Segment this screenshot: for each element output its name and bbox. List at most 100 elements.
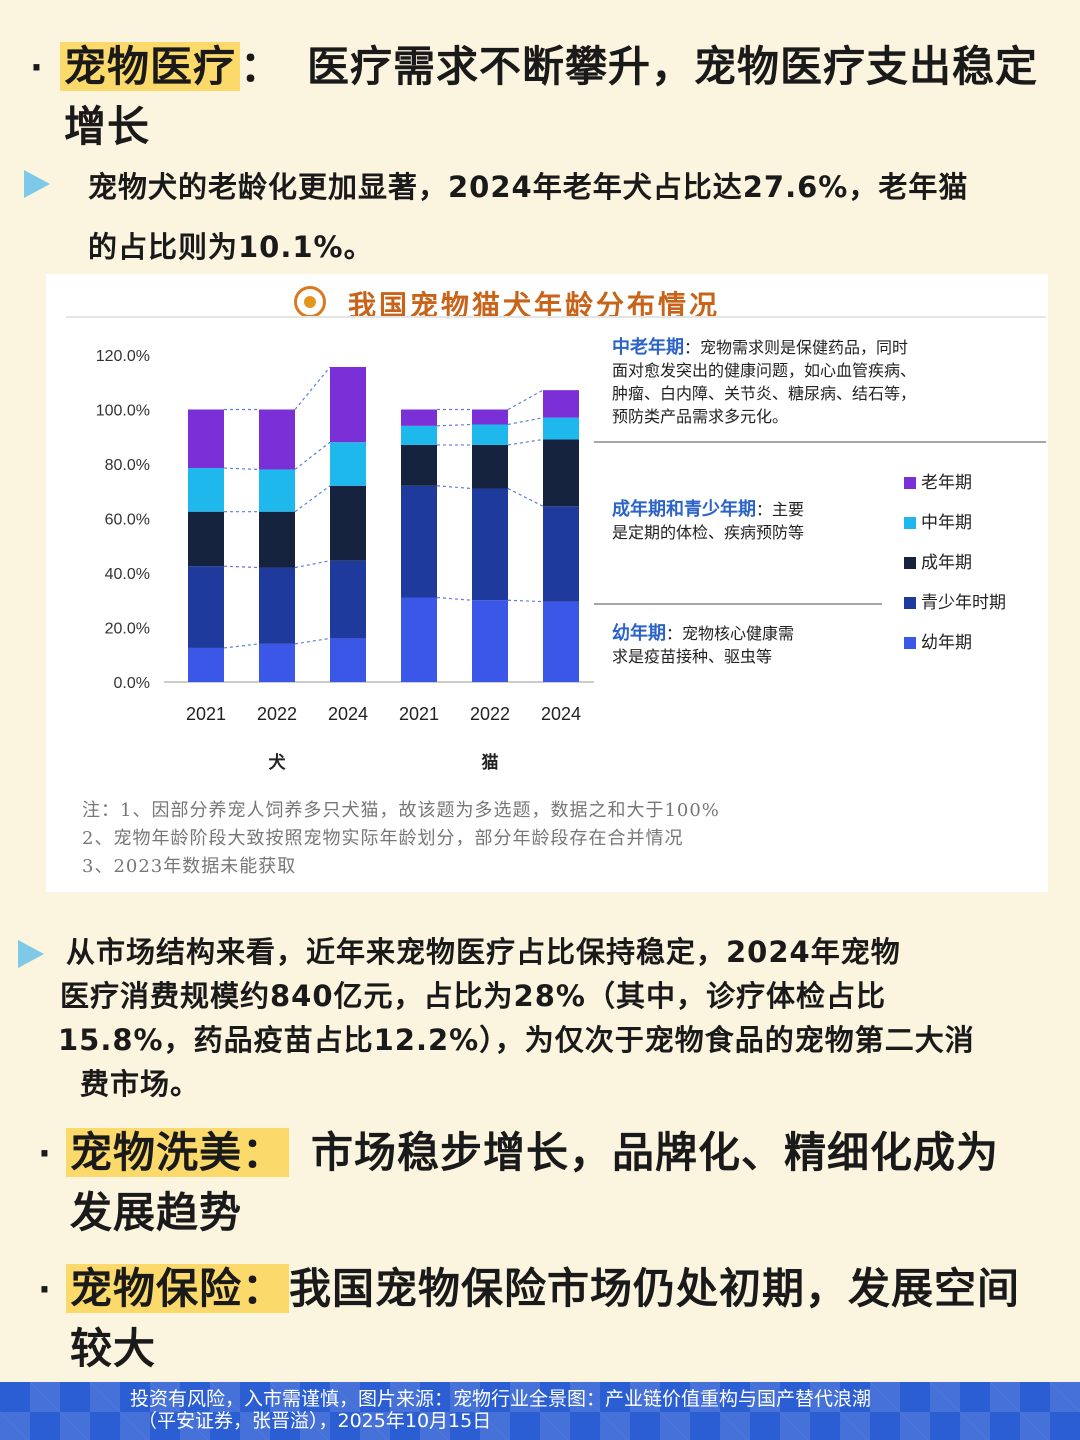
x-tick-label: 2024 <box>328 704 368 724</box>
annotation-young: 幼年期：宠物核心健康需 求是疫苗接种、驱虫等 <box>612 623 795 666</box>
bar-segment <box>543 506 579 602</box>
legend-label: 老年期 <box>921 473 972 493</box>
bar-segment <box>472 444 508 489</box>
legend-item: 幼年期 <box>904 628 972 653</box>
y-tick-label: 120.0% <box>96 348 150 365</box>
connector-line <box>223 467 260 471</box>
connector-line <box>294 560 331 569</box>
x-tick-label: 2022 <box>257 704 297 724</box>
bar-segment <box>259 469 295 512</box>
bar-segment <box>330 485 366 561</box>
section-title-line2: 增长 <box>64 102 151 151</box>
paragraph-market-line2: 医疗消费规模约840亿元，占比为28%（其中，诊疗体检占比 <box>60 979 886 1013</box>
bar-segment <box>401 425 437 445</box>
connector-line <box>294 441 331 470</box>
bar-segment <box>401 597 437 682</box>
x-tick-label: 2022 <box>470 704 510 724</box>
bar-segment <box>188 647 224 682</box>
paragraph-aging-line2: 的占比则为10.1%。 <box>88 230 374 264</box>
bullet-dot: · <box>38 1270 51 1310</box>
age-distribution-chart: 0.0% 20.0% 40.0% 60.0% 80.0% 100.0% 120.0% 202… <box>66 316 1046 773</box>
legend-swatch <box>904 477 916 489</box>
bar-segment <box>330 442 366 486</box>
chart-note-1: 注：1、因部分养宠人饲养多只犬猫，故该题为多选题，数据之和大于100% <box>82 800 720 821</box>
legend-label: 中年期 <box>921 513 972 533</box>
bar-segment <box>330 638 366 682</box>
header-divider <box>66 316 1046 318</box>
triangle-marker-icon <box>18 940 44 968</box>
connector-line <box>436 423 473 427</box>
section3-title-line1: 我国宠物保险市场仍处初期，发展空间 <box>289 1264 1021 1313</box>
x-tick-label: 2024 <box>541 704 581 724</box>
connector-line <box>294 366 331 410</box>
bar-segment <box>543 417 579 440</box>
keyword-grooming: 宠物洗美： <box>66 1128 290 1177</box>
bullet-dot: · <box>30 48 43 88</box>
bar-segment <box>259 511 295 568</box>
bar-segment <box>472 409 508 425</box>
connector-line <box>436 485 473 490</box>
legend-swatch <box>904 517 916 529</box>
legend-swatch <box>904 597 916 609</box>
legend-swatch <box>904 637 916 649</box>
connector-line <box>294 637 331 645</box>
bar-segment <box>472 600 508 682</box>
connector-line <box>436 596 473 601</box>
legend-swatch <box>904 557 916 569</box>
paragraph-market-line3: 15.8%，药品疫苗占比12.2%），为仅次于宠物食品的宠物第二大消 <box>58 1023 975 1057</box>
section2-title-line1: 市场稳步增长，品牌化、精细化成为 <box>311 1128 1000 1177</box>
bar-segment <box>188 468 224 512</box>
group-label: 犬 <box>269 752 287 773</box>
paragraph-aging-line1: 宠物犬的老龄化更加显著，2024年老年犬占比达27.6%，老年猫 <box>88 170 969 204</box>
chart-note-2: 2、宠物年龄阶段大致按照宠物实际年龄划分，部分年龄段存在合并情况 <box>82 828 684 849</box>
legend-item: 成年期 <box>904 548 972 573</box>
bar-segment <box>259 409 295 470</box>
annotation-senior: 中老年期：宠物需求则是保健药品，同时 面对愈发突出的健康问题，如心血管疾病、 肿… <box>612 337 917 426</box>
bar-segment <box>330 366 366 443</box>
y-tick-label: 80.0% <box>105 457 150 474</box>
bar-segment <box>188 409 224 469</box>
bar-segment <box>259 643 295 682</box>
x-tick-label: 2021 <box>186 704 226 724</box>
chart-card: 我国宠物猫犬年龄分布情况 0.0% 20.0% 40.0% 60.0% 80.0% 100… <box>46 274 1048 892</box>
y-tick-label: 0.0% <box>114 675 150 692</box>
bullet-dot: · <box>38 1134 51 1174</box>
footer-line2: （平安证券，张晋溢），2025年10月15日 <box>138 1410 492 1432</box>
bar-segment <box>543 390 579 418</box>
bar-segment <box>401 444 437 486</box>
triangle-marker-icon <box>24 170 50 198</box>
footer-banner: 投资有风险，入市需谨慎，图片来源：宠物行业全景图：产业链价值重构与国产替代浪潮 … <box>0 1382 1080 1440</box>
section3-title-line2: 较大 <box>70 1324 157 1373</box>
section2-title-line2: 发展趋势 <box>70 1188 243 1237</box>
legend-label: 成年期 <box>921 553 972 573</box>
y-tick-label: 100.0% <box>96 403 150 420</box>
y-tick-label: 60.0% <box>105 512 150 529</box>
annotation-adult: 成年期和青少年期：主要 是定期的体检、疾病预防等 <box>612 499 805 542</box>
footer-line1: 投资有风险，入市需谨慎，图片来源：宠物行业全景图：产业链价值重构与国产替代浪潮 <box>130 1388 872 1410</box>
connector-line <box>223 565 260 569</box>
section-title-line1: 医疗需求不断攀升，宠物医疗支出稳定 <box>307 42 1039 91</box>
bar-segment <box>472 488 508 601</box>
legend-item: 老年期 <box>904 468 972 493</box>
bar-segment <box>401 485 437 598</box>
bar-segment <box>543 439 579 507</box>
connector-line <box>223 643 260 649</box>
y-tick-label: 20.0% <box>105 621 150 638</box>
connector-line <box>507 487 544 507</box>
connector-line <box>507 389 544 411</box>
bar-segment <box>330 560 366 639</box>
connector-line <box>507 438 544 446</box>
paragraph-market-line1: 从市场结构来看，近年来宠物医疗占比保持稳定，2024年宠物 <box>66 935 901 969</box>
bar-segment <box>188 511 224 567</box>
connector-line <box>507 417 544 426</box>
legend-item: 青少年时期 <box>904 588 1006 613</box>
paragraph-market-line4: 费市场。 <box>80 1067 201 1101</box>
bar-segment <box>259 567 295 644</box>
x-tick-label: 2021 <box>399 704 439 724</box>
keyword-colon: ： <box>240 42 284 91</box>
bar-segment <box>401 409 437 426</box>
connector-line <box>294 485 331 513</box>
bar-segment <box>543 601 579 682</box>
legend-item: 中年期 <box>904 508 972 533</box>
group-label: 猫 <box>482 752 499 773</box>
